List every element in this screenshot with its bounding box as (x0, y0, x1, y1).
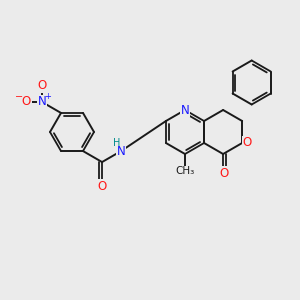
Text: +: + (44, 92, 51, 101)
Text: N: N (181, 103, 189, 116)
Text: H: H (113, 138, 121, 148)
Text: O: O (98, 180, 107, 193)
Text: N: N (38, 95, 46, 108)
Text: −: − (15, 92, 23, 102)
Text: O: O (21, 95, 31, 108)
Text: O: O (242, 136, 252, 149)
Text: O: O (220, 167, 229, 180)
Text: N: N (117, 145, 125, 158)
Text: CH₃: CH₃ (176, 167, 195, 176)
Text: O: O (37, 80, 46, 92)
